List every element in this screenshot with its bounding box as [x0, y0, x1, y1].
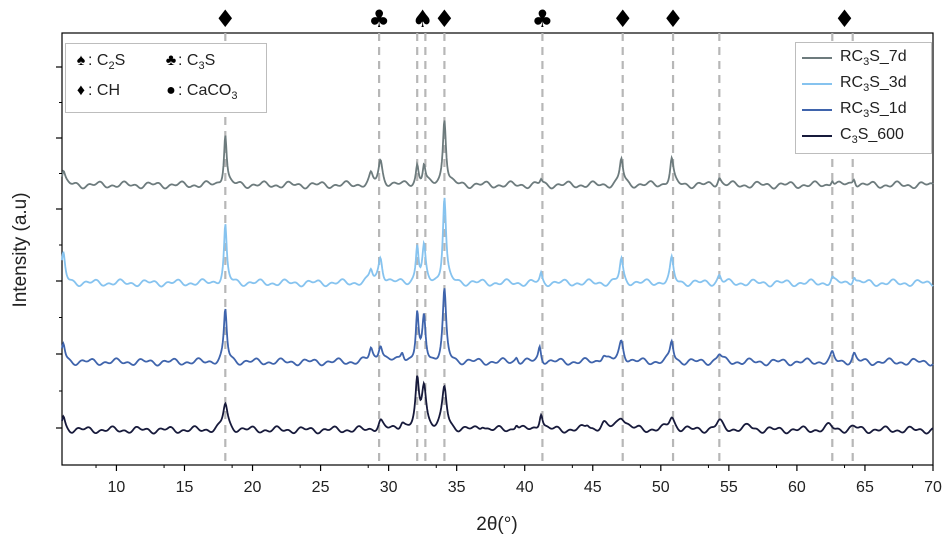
key-text: : C — [178, 52, 199, 69]
x-tick-label: 20 — [244, 479, 262, 496]
x-axis-label: 2θ(°) — [476, 514, 517, 535]
legend-label: C3S_600 — [840, 126, 904, 147]
peak-marker: ♠ — [412, 5, 434, 33]
plot-border — [61, 32, 934, 466]
x-tick-label: 50 — [652, 479, 670, 496]
peak-marker: ♦ — [434, 5, 456, 33]
peak-marker: ♦ — [215, 5, 237, 33]
key-text-tail: S — [114, 52, 126, 69]
key-item: ♠: C2S — [74, 52, 126, 73]
plot-frame — [61, 32, 934, 466]
phase-key: ♠: C2S ♣: C3S ♦: CH ●: CaCO3 — [65, 43, 267, 113]
legend-item: RC3S_3d — [796, 73, 933, 95]
x-tick-label: 40 — [516, 479, 534, 496]
peak-marker: ♦ — [612, 5, 634, 33]
peak-marker: ♦ — [834, 5, 856, 33]
x-tick-label: 55 — [720, 479, 738, 496]
legend-item: RC3S_7d — [796, 47, 933, 69]
peak-marker: ♣ — [368, 5, 390, 33]
legend-swatch — [802, 57, 832, 59]
x-tick-label: 15 — [176, 479, 194, 496]
key-item: ●: CaCO3 — [164, 82, 237, 102]
x-tick-label: 10 — [108, 479, 126, 496]
peak-marker: ♦ — [662, 5, 684, 33]
x-tick-label: 60 — [788, 479, 806, 496]
key-text: : CaCO — [178, 82, 232, 99]
peak-marker: ♣ — [532, 5, 554, 33]
series-line-RC3S_7d — [61, 120, 934, 190]
legend-item: RC3S_1d — [796, 99, 933, 121]
x-axis-ticks: 10 15 20 25 30 35 40 45 50 55 60 65 70 — [95, 465, 942, 496]
x-tick-label: 65 — [856, 479, 874, 496]
legend-label: RC3S_1d — [840, 100, 907, 121]
x-tick-label: 30 — [380, 479, 398, 496]
legend-swatch — [802, 109, 832, 111]
reference-lines — [224, 33, 854, 465]
legend: RC3S_7d RC3S_3d RC3S_1d C3S_600 — [795, 42, 932, 154]
y-axis-ticks — [56, 66, 62, 429]
legend-swatch — [802, 135, 832, 137]
key-subscript: 2 — [108, 60, 115, 73]
legend-swatch — [802, 83, 832, 85]
key-text-tail: S — [204, 52, 216, 69]
y-axis-label: Intensity (a.u) — [10, 192, 31, 307]
key-text: : C — [88, 52, 109, 69]
series-line-C3S_600 — [61, 375, 934, 435]
key-subscript: 3 — [198, 60, 205, 73]
legend-label: RC3S_3d — [840, 74, 907, 95]
peak-markers: ♦ ♣ ♠ ♦ ♣ ♦ ♦ ♦ — [215, 5, 856, 33]
x-tick-label: 70 — [924, 479, 942, 496]
x-tick-label: 35 — [448, 479, 466, 496]
key-symbol-icon: ♠ — [76, 52, 86, 69]
key-symbol-icon: ♣ — [165, 52, 177, 69]
x-tick-label: 45 — [584, 479, 602, 496]
series-line-RC3S_3d — [61, 197, 934, 288]
key-item: ♦: CH — [74, 82, 120, 100]
key-subscript: 3 — [231, 90, 238, 103]
key-symbol-icon: ♦ — [76, 82, 86, 99]
series-lines — [61, 120, 934, 435]
series-line-RC3S_1d — [61, 288, 934, 367]
key-symbol-icon: ● — [166, 82, 176, 99]
key-text: : CH — [88, 82, 120, 99]
legend-item: C3S_600 — [796, 125, 933, 147]
legend-label: RC3S_7d — [840, 48, 907, 69]
x-tick-label: 25 — [312, 479, 330, 496]
key-item: ♣: C3S — [164, 52, 216, 73]
